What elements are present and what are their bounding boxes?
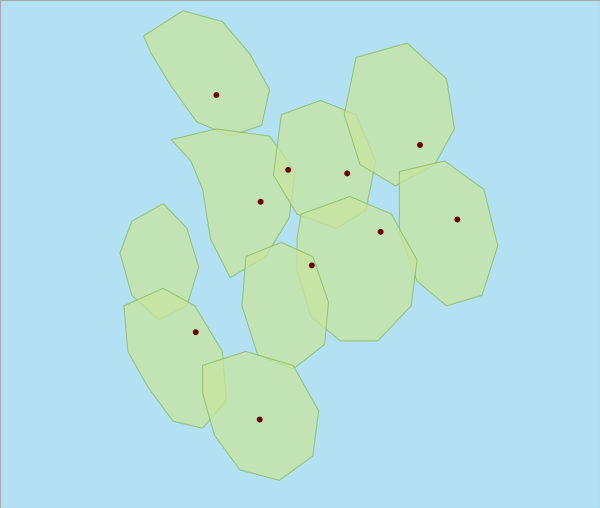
Polygon shape: [203, 352, 319, 480]
Point: [343, 169, 352, 177]
Point: [191, 328, 200, 336]
Point: [415, 141, 425, 149]
Polygon shape: [120, 204, 199, 320]
Polygon shape: [344, 43, 454, 186]
Polygon shape: [242, 242, 329, 369]
Point: [212, 91, 221, 99]
Point: [255, 416, 265, 424]
Polygon shape: [124, 288, 226, 428]
Polygon shape: [171, 129, 295, 278]
Point: [256, 198, 265, 206]
Polygon shape: [143, 11, 269, 136]
Polygon shape: [297, 197, 417, 341]
Point: [376, 228, 385, 236]
Polygon shape: [274, 101, 376, 228]
Point: [307, 261, 317, 269]
Point: [452, 215, 462, 224]
Polygon shape: [400, 161, 498, 306]
Point: [283, 166, 293, 174]
